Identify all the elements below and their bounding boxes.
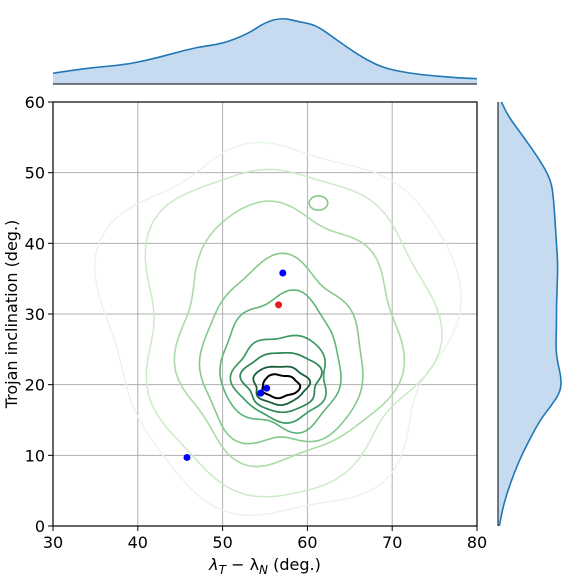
scatter-points — [183, 269, 287, 461]
kde-contours — [94, 141, 463, 517]
x-tick-label: 80 — [467, 533, 487, 552]
y-tick-label: 0 — [35, 517, 45, 536]
contour-level-6 — [229, 334, 327, 424]
y-tick-label: 60 — [25, 93, 45, 112]
y-ticks: 0 10 20 30 40 50 60 — [25, 93, 53, 536]
x-marginal-kde — [52, 17, 478, 85]
red-point — [275, 301, 283, 309]
x-axis-label: λT − λN (deg.) — [208, 555, 321, 577]
x-tick-label: 60 — [297, 533, 317, 552]
contour-level-9 — [261, 373, 302, 400]
x-ticks: 30 40 50 60 70 80 — [43, 526, 487, 552]
y-tick-label: 40 — [25, 234, 45, 253]
y-tick-label: 50 — [25, 164, 45, 183]
blue-point — [263, 384, 271, 392]
y-tick-label: 30 — [25, 305, 45, 324]
y-tick-label: 20 — [25, 376, 45, 395]
contour-small-island — [308, 195, 329, 211]
y-tick-label: 10 — [25, 446, 45, 465]
y-marginal-kde — [497, 101, 562, 527]
y-marginal-line — [498, 101, 562, 527]
x-tick-label: 70 — [382, 533, 402, 552]
grid-lines — [52, 101, 478, 527]
contour-level-8 — [252, 365, 312, 406]
main-plot-area: 30 40 50 60 70 80 0 10 20 30 40 50 60 — [25, 93, 488, 552]
blue-point — [257, 389, 265, 397]
contour-level-7 — [239, 351, 323, 414]
y-axis-label: Trojan inclination (deg.) — [2, 220, 21, 410]
x-marginal-fill — [53, 18, 477, 85]
y-marginal-fill — [498, 102, 561, 526]
contour-level-4 — [198, 252, 364, 445]
x-tick-label: 50 — [212, 533, 232, 552]
x-tick-label: 30 — [43, 533, 63, 552]
x-tick-label: 40 — [128, 533, 148, 552]
contour-level-3 — [173, 200, 406, 468]
contour-level-2 — [144, 168, 443, 498]
x-marginal-line — [52, 17, 478, 80]
blue-point — [183, 453, 191, 461]
contour-level-5 — [219, 289, 342, 434]
contour-level-1 — [94, 141, 463, 517]
blue-point — [279, 269, 287, 277]
